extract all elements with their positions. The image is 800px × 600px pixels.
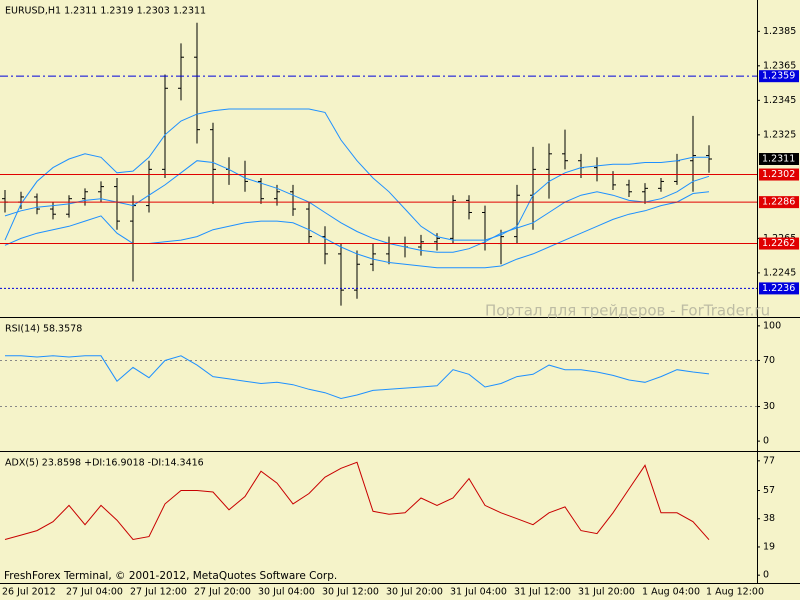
panel-title: RSI(14) 58.3578 (5, 324, 82, 335)
last-price-box (759, 153, 799, 165)
y-tick-label: 77 (763, 455, 775, 466)
y-tick-label: 100 (763, 320, 781, 331)
level-label-box (759, 282, 799, 295)
y-tick-label: 38 (763, 513, 775, 524)
x-tick-label: 27 Jul 20:00 (194, 587, 251, 598)
y-tick-label: 1.2245 (763, 267, 796, 278)
x-tick-label: 27 Jul 04:00 (66, 587, 123, 598)
y-tick-label: 1.2365 (763, 60, 796, 71)
footer: FreshForex Terminal, © 2001-2012, MetaQu… (4, 570, 337, 582)
watermark: Портал для трейдеров - ForTrader.ru (485, 302, 770, 320)
x-tick-label: 30 Jul 04:00 (258, 587, 315, 598)
y-tick-label: 0 (763, 570, 769, 581)
x-tick-label: 31 Jul 20:00 (578, 587, 635, 598)
y-tick-label: 1.2325 (763, 129, 796, 140)
band-middle (4, 160, 710, 253)
y-tick-label: 70 (763, 355, 775, 366)
level-label-box (759, 196, 799, 209)
y-tick-label: 1.2345 (763, 95, 796, 106)
panel-title: EURUSD,H1 1.2311 1.2319 1.2303 1.2311 (5, 6, 206, 17)
level-label: 1.2236 (762, 283, 795, 294)
x-tick-label: 26 Jul 2012 (2, 587, 56, 598)
level-label-box (759, 168, 799, 181)
level-label: 1.2302 (762, 169, 795, 180)
level-label: 1.2286 (762, 197, 795, 208)
y-tick-label: 57 (763, 485, 775, 496)
panel-title: ADX(5) 23.8598 +DI:16.9018 -DI:14.3416 (5, 458, 204, 469)
x-tick-label: 31 Jul 04:00 (450, 587, 507, 598)
x-tick-label: 1 Aug 04:00 (642, 587, 700, 598)
x-tick-label: 27 Jul 12:00 (130, 587, 187, 598)
band-lower (4, 191, 710, 269)
level-label-box (759, 237, 799, 250)
level-label: 1.2359 (762, 71, 795, 82)
indicator-line (5, 355, 710, 400)
level-label-box (759, 70, 799, 83)
x-tick-label: 31 Jul 12:00 (514, 587, 571, 598)
x-tick-label: 30 Jul 20:00 (386, 587, 443, 598)
y-tick-label: 30 (763, 401, 775, 412)
y-tick-label: 1.2385 (763, 26, 796, 37)
band-upper (4, 108, 709, 241)
y-tick-label: 0 (763, 436, 769, 447)
y-tick-label: 19 (763, 541, 775, 552)
last-price-label: 1.2311 (762, 154, 795, 165)
indicator-line (4, 461, 710, 541)
x-tick-label: 1 Aug 12:00 (706, 587, 764, 598)
level-label: 1.2262 (762, 238, 795, 249)
x-tick-label: 30 Jul 12:00 (322, 587, 379, 598)
